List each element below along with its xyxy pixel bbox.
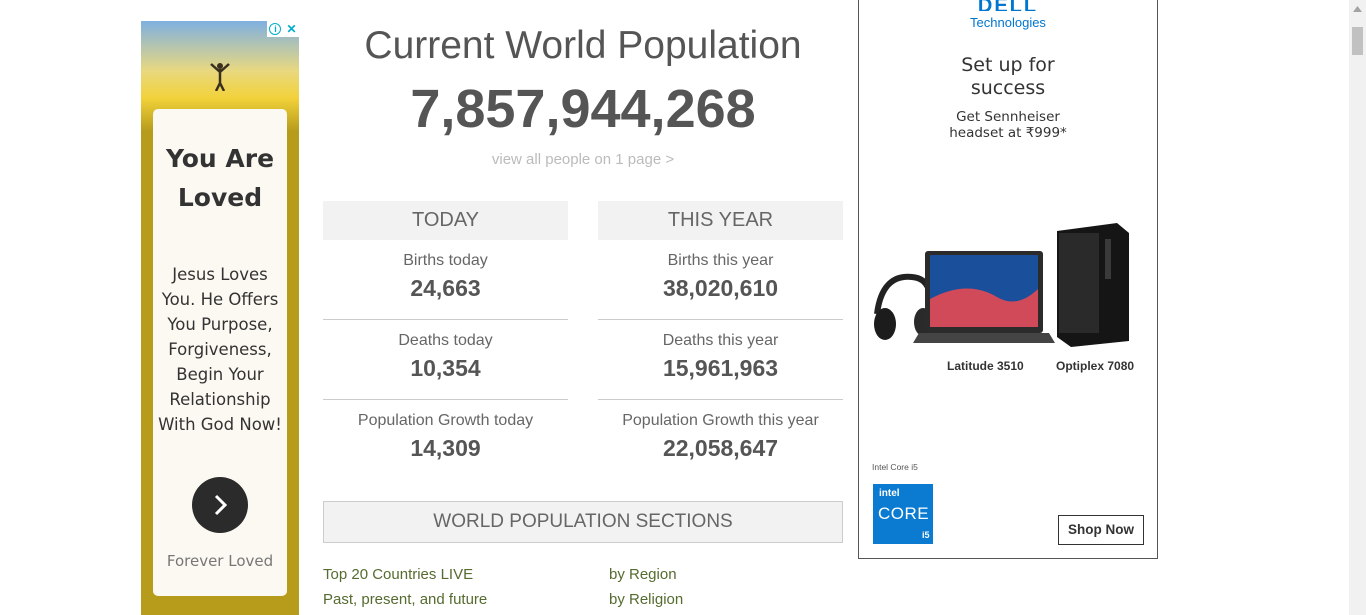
link-by-religion[interactable]: by Religion: [609, 591, 684, 608]
scroll-thumb[interactable]: [1352, 27, 1363, 55]
stat-label: Births today: [403, 252, 488, 269]
intel-disclaimer: Intel Core i5: [872, 462, 918, 472]
ad-headline-line2: Loved: [177, 183, 263, 212]
ad-footer: Forever Loved: [166, 552, 274, 570]
today-header: TODAY: [323, 201, 568, 240]
ad-next-button[interactable]: [192, 477, 248, 533]
ad-body: Jesus Loves You. He Offers You Purpose, …: [153, 262, 287, 437]
ad-body-line: Begin Your: [176, 365, 264, 384]
stat-value: 22,058,647: [662, 435, 779, 461]
info-icon[interactable]: i: [269, 23, 282, 35]
deaths-year-block: Deaths this year 15,961,963: [598, 320, 843, 400]
stat-label: Deaths today: [398, 332, 493, 349]
ad-body-line: Jesus Loves: [172, 265, 268, 284]
growth-today-block: Population Growth today 14,309: [323, 400, 568, 480]
ad-headline-line2: success: [970, 77, 1046, 99]
ad-body-line: You Purpose,: [167, 315, 273, 334]
dell-tagline: Technologies: [970, 15, 1046, 30]
person-silhouette-icon: [210, 63, 230, 91]
stat-label: Births this year: [667, 252, 774, 269]
desktop-tower-icon: [1057, 223, 1129, 347]
page-title: Current World Population: [364, 24, 802, 67]
ad-headline: You Are Loved: [153, 139, 287, 217]
laptop-icon: [913, 251, 1055, 343]
shop-now-button[interactable]: Shop Now: [1058, 515, 1144, 545]
intel-badge-tier: i5: [922, 530, 930, 540]
growth-year-block: Population Growth this year 22,058,647: [598, 400, 843, 480]
births-today-block: Births today 24,663: [323, 240, 568, 320]
link-by-region[interactable]: by Region: [609, 566, 677, 583]
stat-value: 10,354: [410, 355, 481, 381]
stat-value: 15,961,963: [662, 355, 779, 381]
ad-headline-line1: You Are: [165, 144, 275, 173]
deaths-today-block: Deaths today 10,354: [323, 320, 568, 400]
right-ad-banner[interactable]: DELL Technologies Set up for success Get…: [858, 0, 1158, 559]
ad-card[interactable]: You Are Loved Jesus Loves You. He Offers…: [153, 109, 287, 596]
dell-logo: DELL Technologies: [859, 0, 1157, 30]
products-image: Latitude 3510 Optiplex 7080: [867, 219, 1149, 373]
births-year-block: Births this year 38,020,610: [598, 240, 843, 320]
chevron-right-icon: [214, 494, 228, 516]
ad-offer-line1: Get Sennheiser: [956, 109, 1060, 125]
dell-wordmark: DELL: [977, 0, 1039, 11]
ad-body-line: Forgiveness,: [168, 340, 272, 359]
sections-header: WORLD POPULATION SECTIONS: [323, 501, 843, 543]
link-top-20-countries[interactable]: Top 20 Countries LIVE: [323, 566, 474, 583]
headphones-icon: [874, 273, 933, 340]
stat-label: Population Growth today: [357, 412, 534, 429]
vertical-scrollbar[interactable]: [1349, 0, 1366, 615]
ad-offer-line2: headset at ₹999*: [949, 125, 1067, 141]
product-label-latitude: Latitude 3510: [947, 359, 1024, 373]
scroll-up-button[interactable]: [1349, 0, 1366, 17]
stat-value: 14,309: [410, 435, 481, 461]
population-counter: 7,857,944,268: [410, 79, 756, 139]
ad-headline-line1: Set up for: [961, 54, 1055, 76]
stat-value: 38,020,610: [662, 275, 779, 301]
close-icon[interactable]: ✕: [286, 22, 297, 36]
intel-core-badge: intel CORE i5: [873, 484, 933, 544]
intel-badge-mid: CORE: [878, 504, 930, 523]
product-label-optiplex: Optiplex 7080: [1056, 359, 1135, 373]
ad-body-line: Relationship: [169, 390, 271, 409]
this-year-header: THIS YEAR: [598, 201, 843, 240]
ad-choices[interactable]: i ✕: [267, 21, 299, 37]
stat-label: Deaths this year: [662, 332, 779, 349]
arrow-up-icon: [1353, 5, 1362, 12]
this-year-column: THIS YEAR Births this year 38,020,610 De…: [598, 201, 843, 480]
today-column: TODAY Births today 24,663 Deaths today 1…: [323, 201, 568, 480]
ad-offer: Get Sennheiser headset at ₹999*: [859, 109, 1157, 141]
intel-badge-top: intel: [879, 488, 900, 499]
ad-body-line: With God Now!: [158, 415, 282, 434]
ad-headline: Set up for success: [859, 54, 1157, 100]
stat-value: 24,663: [410, 275, 481, 301]
view-all-people-link[interactable]: view all people on 1 page >: [491, 151, 675, 168]
link-past-present-future[interactable]: Past, present, and future: [323, 591, 488, 608]
stat-label: Population Growth this year: [622, 412, 819, 429]
products-illustration: [874, 223, 1129, 347]
left-ad-banner[interactable]: i ✕ You Are Loved Jesus Loves You. He Of…: [141, 21, 299, 615]
ad-body-line: You. He Offers: [161, 290, 279, 309]
